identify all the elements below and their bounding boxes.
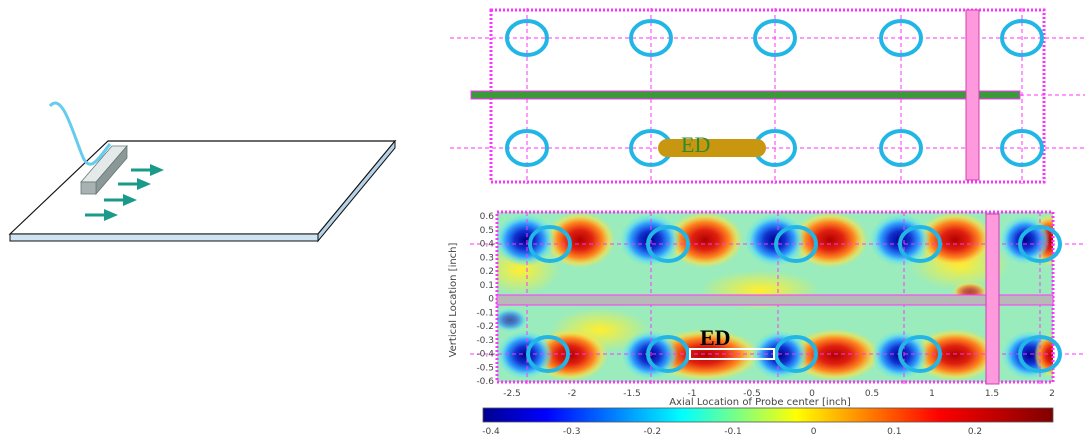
vertical-defect-bar bbox=[965, 9, 980, 181]
plate-edge-front bbox=[9, 233, 319, 242]
hole-circle bbox=[753, 19, 797, 57]
x-tick-label: 0.5 bbox=[865, 389, 879, 399]
plate-edge-side bbox=[317, 139, 396, 243]
colorbar-tick-label: -0.2 bbox=[644, 427, 662, 437]
x-tick-label: -0.5 bbox=[743, 389, 761, 399]
y-tick-labels: 0.6 0.5 0.4 0.3 0.2 0.1 0 -0.1 -0.2 -0.3 -0.4 -0.5 -… bbox=[476, 212, 494, 387]
y-tick-label: 0.3 bbox=[480, 253, 494, 263]
heatmap-panel: ED Vertical Location [inch] 0.6 0.5 0.4 0.3… bbox=[448, 210, 1085, 408]
hole-circle bbox=[505, 129, 549, 167]
x-tick-label: 1.5 bbox=[985, 389, 999, 399]
hole-circle bbox=[879, 19, 923, 57]
hole-circle bbox=[629, 19, 673, 57]
arrow-icon bbox=[118, 178, 151, 190]
y-tick-label: -0.5 bbox=[476, 363, 494, 373]
x-tick-label: 1 bbox=[929, 389, 935, 399]
ed-label-bottom: ED bbox=[700, 325, 731, 350]
probe bbox=[80, 144, 128, 196]
x-tick-label: -1.5 bbox=[623, 389, 641, 399]
ed-rod bbox=[658, 139, 766, 157]
y-tick-label: 0.6 bbox=[480, 212, 495, 222]
colorbar-tick-label: -0.1 bbox=[724, 427, 742, 437]
x-tick-labels: -2.5 -2 -1.5 -1 -0.5 0 0.5 1 1.5 2 bbox=[503, 389, 1055, 399]
colorbar: -0.4 -0.3 -0.2 -0.1 0 0.1 0.2 bbox=[482, 407, 1054, 437]
hole-circle bbox=[646, 335, 690, 373]
hole-circle bbox=[898, 335, 942, 373]
schematic-panel: ED bbox=[450, 8, 1085, 184]
colorbar-tick-label: -0.3 bbox=[563, 427, 581, 437]
plate-illustration bbox=[8, 101, 397, 243]
heatmap-holes bbox=[526, 225, 1062, 373]
y-axis-title: Vertical Location [inch] bbox=[448, 242, 459, 357]
horizontal-defect-bar bbox=[470, 90, 1021, 100]
heatmap-vertical-bar bbox=[985, 213, 1000, 385]
x-axis-title: Axial Location of Probe center [inch] bbox=[669, 397, 851, 408]
colorbar-tick-label: 0 bbox=[811, 427, 817, 437]
y-tick-label: -0.4 bbox=[476, 350, 494, 360]
y-tick-label: 0.5 bbox=[480, 226, 494, 236]
hole-circle bbox=[528, 225, 572, 263]
ed-rod-outline bbox=[689, 348, 775, 360]
scan-arrows bbox=[85, 164, 164, 221]
y-tick-label: 0.2 bbox=[480, 267, 494, 277]
probe-cable bbox=[48, 101, 112, 166]
hole-circle bbox=[898, 225, 942, 263]
ed-label-top: ED bbox=[681, 132, 710, 157]
y-tick-label: 0.1 bbox=[480, 281, 494, 291]
colorbar-tick-labels: -0.4 -0.3 -0.2 -0.1 0 0.1 0.2 bbox=[482, 427, 982, 437]
x-tick-label: -2 bbox=[568, 389, 577, 399]
plate-top bbox=[8, 140, 397, 235]
colorbar-gradient bbox=[482, 407, 1054, 423]
y-tick-label: -0.2 bbox=[476, 322, 494, 332]
colorbar-tick-label: -0.4 bbox=[482, 427, 500, 437]
arrow-icon bbox=[131, 164, 164, 176]
hole-circle bbox=[774, 225, 818, 263]
hole-circle bbox=[1000, 19, 1044, 57]
hole-circle bbox=[1018, 225, 1062, 263]
y-tick-label: 0.4 bbox=[480, 240, 495, 250]
hole-circle bbox=[505, 19, 549, 57]
y-tick-label: -0.1 bbox=[476, 308, 494, 318]
hole-circle bbox=[1018, 335, 1062, 373]
x-tick-label: -1 bbox=[688, 389, 697, 399]
colorbar-tick-label: 0.1 bbox=[887, 427, 901, 437]
x-tick-label: 2 bbox=[1049, 389, 1055, 399]
hole-circle bbox=[526, 335, 570, 373]
y-tick-label: -0.3 bbox=[476, 336, 494, 346]
y-tick-label: 0 bbox=[488, 295, 494, 305]
arrow-icon bbox=[85, 209, 118, 221]
hole-circle bbox=[1000, 129, 1044, 167]
arrow-icon bbox=[104, 194, 137, 206]
y-tick-label: -0.6 bbox=[476, 377, 494, 387]
hole-circle bbox=[774, 335, 818, 373]
hole-circle bbox=[879, 129, 923, 167]
x-tick-label: 0 bbox=[809, 389, 815, 399]
x-tick-label: -2.5 bbox=[503, 389, 521, 399]
heatmap-horizontal-bar bbox=[496, 294, 1054, 306]
hole-circle bbox=[646, 225, 690, 263]
colorbar-tick-label: 0.2 bbox=[968, 427, 982, 437]
